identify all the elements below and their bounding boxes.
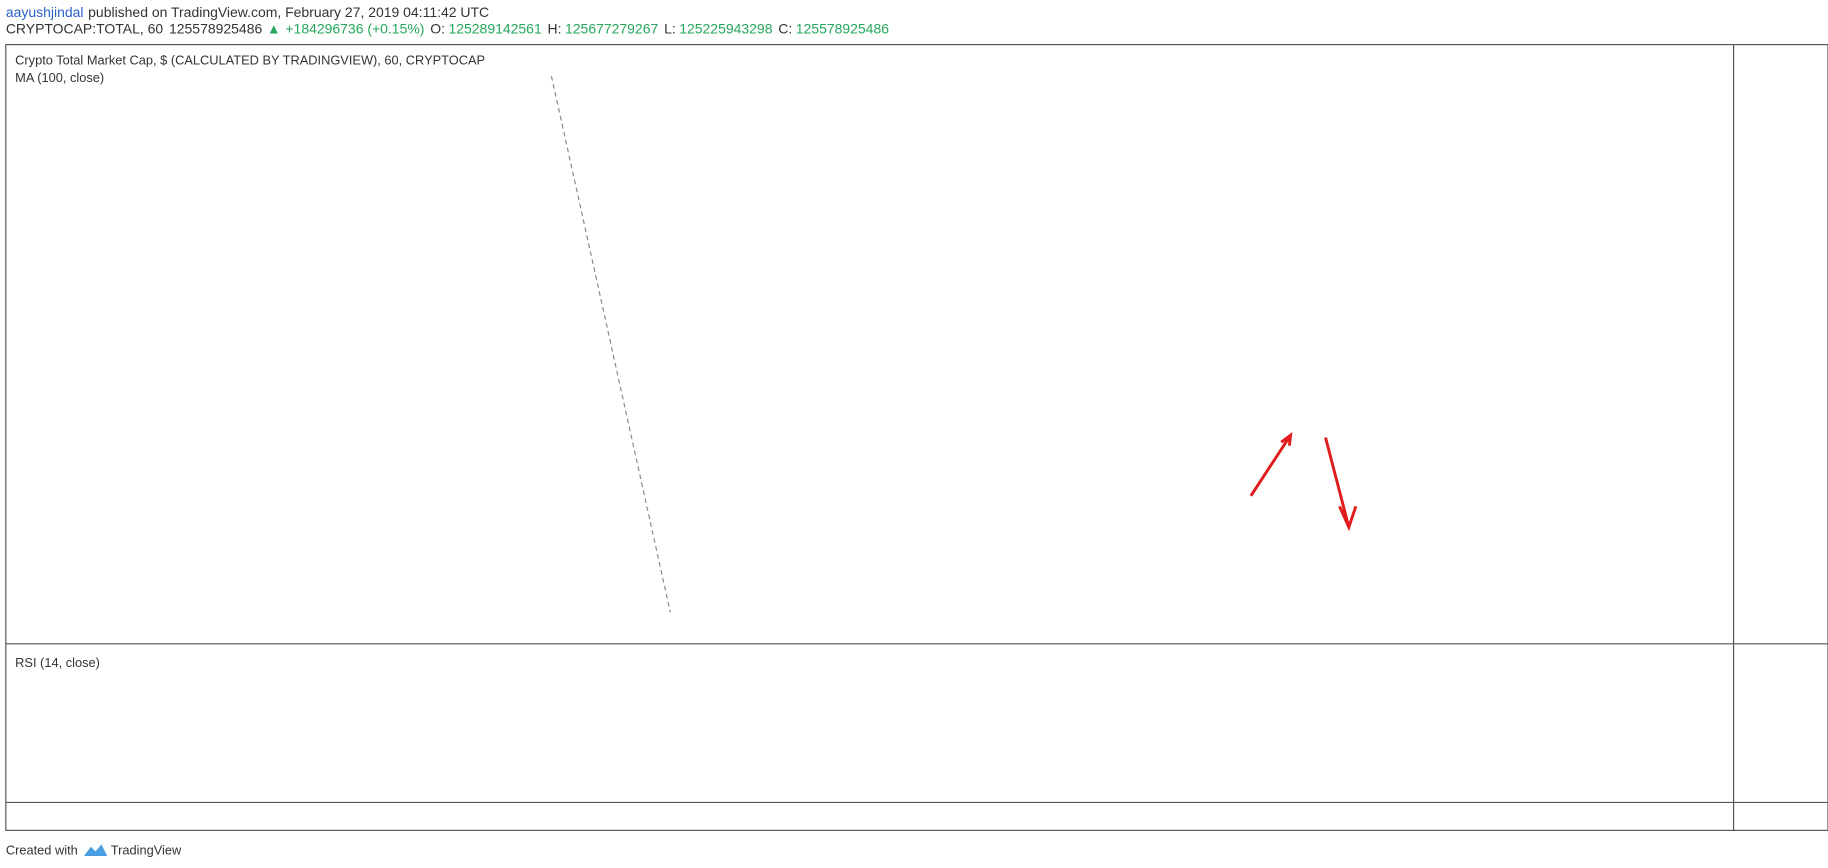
quote-label: H: [548, 20, 562, 36]
arrow-down [1324, 437, 1358, 532]
header-line-2: CRYPTOCAP:TOTAL, 60 125578925486 ▲ +1842967… [6, 20, 889, 36]
header-line-1: aayushjindal published on TradingView.com… [6, 4, 489, 20]
legend-rsi[interactable]: RSI (14, close) [15, 655, 100, 670]
change: +184296736 (+0.15%) [285, 20, 424, 36]
quote-value: 125289142561 [448, 20, 541, 36]
fib-guide [550, 75, 671, 613]
footer-brand[interactable]: TradingView [111, 843, 182, 858]
quote-label: O: [430, 20, 445, 36]
legend-ma[interactable]: MA (100, close) [15, 70, 104, 85]
quote-label: C: [778, 20, 792, 36]
arrow: ▲ [267, 20, 281, 36]
footer-created: Created with [6, 843, 78, 858]
brand-logo [83, 844, 108, 857]
quote-value: 125578925486 [796, 20, 889, 36]
frame [5, 44, 1828, 831]
quote-value: 125225943298 [679, 20, 772, 36]
symbol: CRYPTOCAP:TOTAL, 60 [6, 20, 164, 36]
author[interactable]: aayushjindal [6, 4, 84, 20]
last: 125578925486 [169, 20, 262, 36]
chart-title: Crypto Total Market Cap, $ (CALCULATED B… [15, 52, 485, 67]
published: published on TradingView.com, February 2… [88, 4, 489, 20]
quote-value: 125677279267 [565, 20, 658, 36]
quote-label: L: [664, 20, 676, 36]
arrow-up [1249, 431, 1293, 497]
